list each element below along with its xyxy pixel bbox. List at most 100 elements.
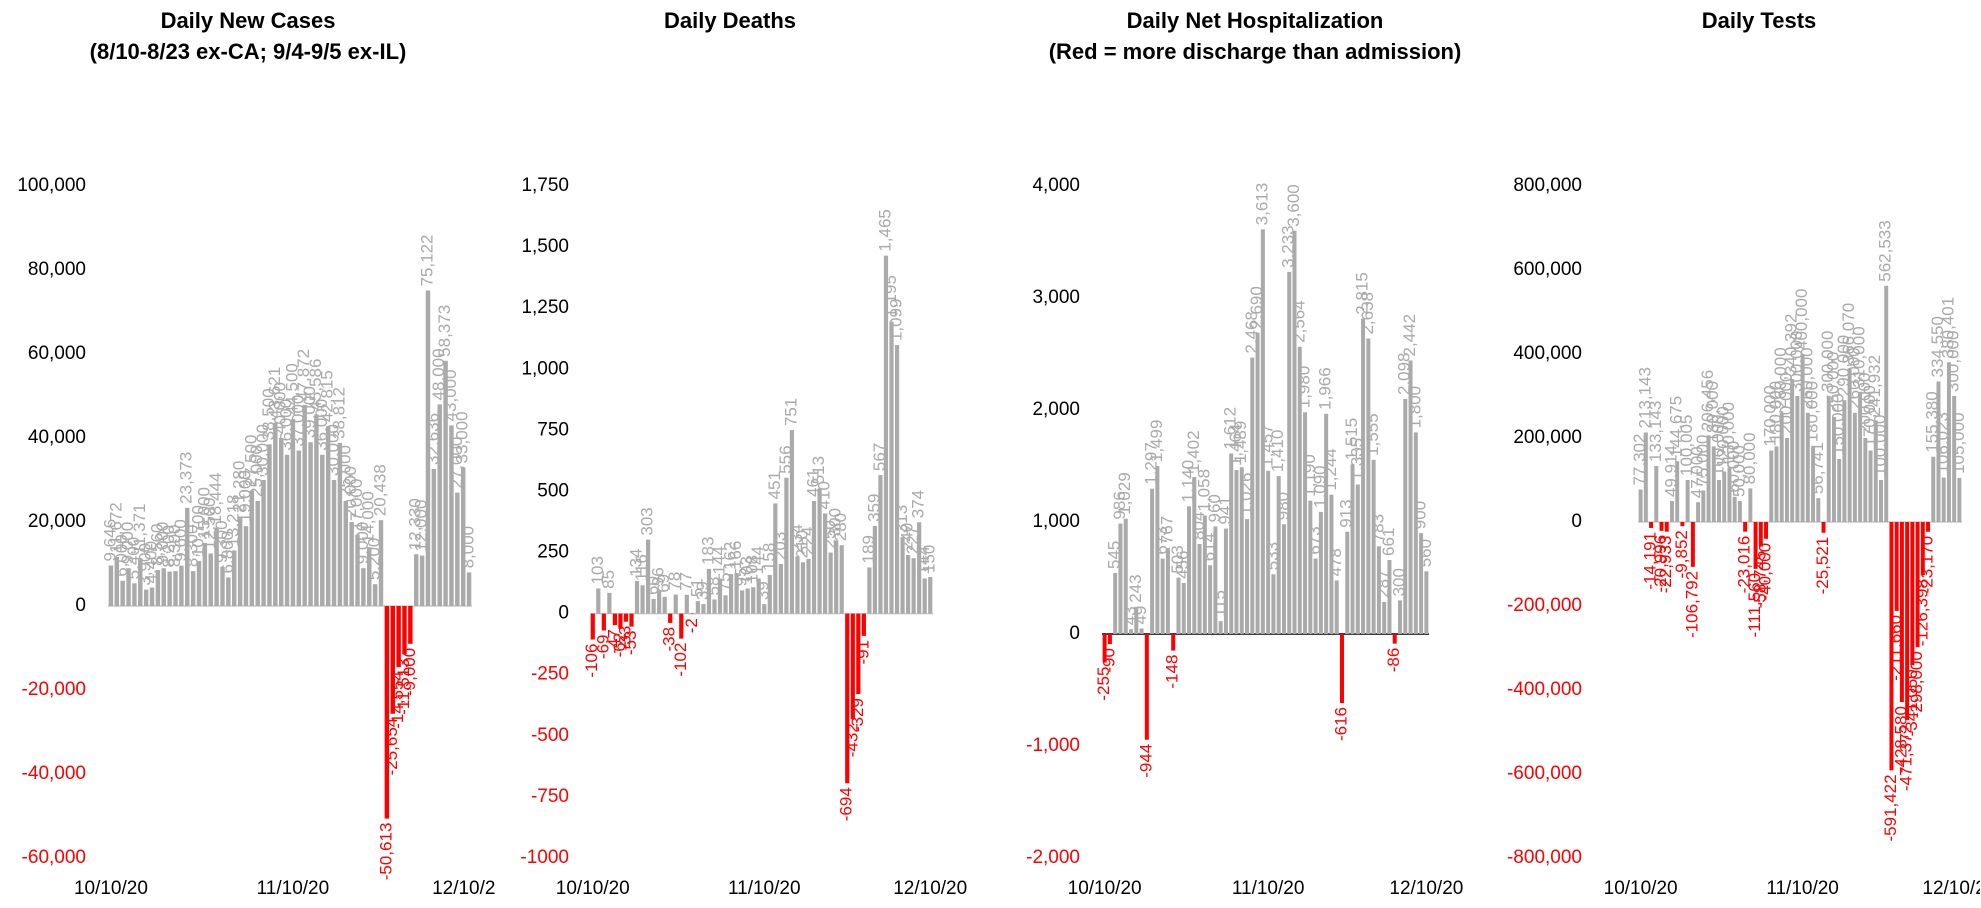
chart-subtitle: (8/10-8/23 ex-CA; 9/4-9/5 ex-IL) <box>90 39 407 64</box>
bar <box>1308 501 1312 634</box>
bar <box>1176 578 1180 634</box>
y-tick-label: 40,000 <box>28 427 86 448</box>
y-tick-label: 60,000 <box>28 343 86 364</box>
data-label: 80,000 <box>1740 432 1759 484</box>
data-label: 2,638 <box>1358 292 1377 335</box>
bar <box>812 501 816 614</box>
bar <box>1691 522 1695 567</box>
data-label: 374 <box>909 490 928 518</box>
x-tick-label: 11/10/20 <box>1766 878 1839 899</box>
bar <box>1366 339 1370 634</box>
bar <box>1271 574 1275 634</box>
bar <box>408 606 412 644</box>
data-label: 661 <box>1379 528 1398 556</box>
data-label: 105,000 <box>1949 412 1968 473</box>
y-tick-label: 250 <box>537 542 569 563</box>
bar <box>1884 286 1888 522</box>
chart-panel: Daily Deaths-1000-750-500-25002505007501… <box>520 8 967 899</box>
bar <box>1351 464 1355 634</box>
data-label: 513 <box>809 456 828 484</box>
bar <box>1245 519 1249 634</box>
bar <box>740 590 744 613</box>
bar <box>379 520 383 606</box>
bar <box>1250 358 1254 634</box>
bar <box>191 571 195 606</box>
bar <box>596 588 600 613</box>
data-label: -40,000 <box>1756 543 1775 601</box>
bar <box>1654 466 1658 522</box>
data-label: 241,932 <box>1865 355 1884 416</box>
y-tick-label: 600,000 <box>1513 259 1582 280</box>
y-tick-label: 4,000 <box>1032 175 1080 196</box>
bar <box>712 599 716 613</box>
y-tick-label: -20,000 <box>22 679 86 700</box>
y-tick-label: -250 <box>531 664 569 685</box>
bar <box>1424 571 1428 634</box>
bar <box>906 555 910 614</box>
y-tick-label: 800,000 <box>1513 175 1582 196</box>
y-tick-label: -800,000 <box>1507 847 1582 868</box>
y-tick-label: 1,750 <box>521 175 569 196</box>
bar <box>701 604 705 614</box>
bar <box>1108 634 1112 644</box>
bar <box>873 526 877 614</box>
bar <box>1145 634 1149 740</box>
x-tick-label: 12/10/20 <box>1389 878 1463 899</box>
x-tick-label: 11/10/20 <box>257 878 330 899</box>
bar <box>1816 498 1820 522</box>
y-tick-label: -60,000 <box>22 847 86 868</box>
bar <box>250 491 254 607</box>
data-label: -329 <box>848 698 867 732</box>
data-label: 1,099 <box>887 299 906 342</box>
data-label: 1,489 <box>1231 421 1250 464</box>
bar <box>1140 629 1144 634</box>
bar <box>1717 480 1721 522</box>
bar <box>1696 502 1700 522</box>
bar <box>1171 634 1175 651</box>
data-label: 23,373 <box>177 452 196 504</box>
data-label: 38,812 <box>329 387 348 439</box>
bar <box>696 601 700 613</box>
bar <box>1764 522 1768 539</box>
bar <box>1393 634 1397 644</box>
x-tick-label: 11/10/20 <box>728 878 801 899</box>
bar <box>1372 460 1376 634</box>
bar <box>1942 477 1946 522</box>
data-label: 900 <box>1411 501 1430 529</box>
bar <box>173 571 177 606</box>
data-label: 751 <box>781 398 800 426</box>
y-tick-label: 1,250 <box>521 297 569 318</box>
bar <box>1356 484 1360 634</box>
bar <box>1150 489 1154 634</box>
bar <box>1926 522 1930 532</box>
chart-title: Daily Deaths <box>664 8 796 33</box>
x-tick-label: 10/10/20 <box>1068 878 1142 899</box>
data-label: -2 <box>682 618 701 633</box>
data-label: -9,000 <box>400 648 419 696</box>
data-label: 85 <box>599 570 618 589</box>
x-tick-label: 10/10/20 <box>1604 878 1678 899</box>
y-tick-label: -1000 <box>520 847 569 868</box>
bar <box>420 556 424 606</box>
data-label: 300,000 <box>1944 331 1963 392</box>
bar <box>255 501 259 606</box>
bar <box>1670 501 1674 522</box>
bar <box>768 575 772 614</box>
bar <box>1161 559 1165 634</box>
bar <box>1895 522 1899 611</box>
bar <box>723 595 727 613</box>
data-label: -298,000 <box>1907 651 1926 718</box>
bar <box>790 430 794 614</box>
y-tick-label: 1,500 <box>521 236 569 257</box>
y-tick-label: 1,000 <box>521 358 569 379</box>
chart-panel: Daily Net Hospitalization(Red = more dis… <box>1026 8 1463 899</box>
data-label: 3,600 <box>1284 184 1303 227</box>
data-label: 280 <box>831 513 850 541</box>
bar <box>1842 400 1846 522</box>
data-label: 49 <box>1131 606 1150 625</box>
y-tick-label: 0 <box>1069 623 1080 644</box>
chart-subtitle: (Red = more discharge than admission) <box>1049 39 1462 64</box>
data-label: 56,741 <box>1808 442 1827 494</box>
bar <box>414 554 418 606</box>
